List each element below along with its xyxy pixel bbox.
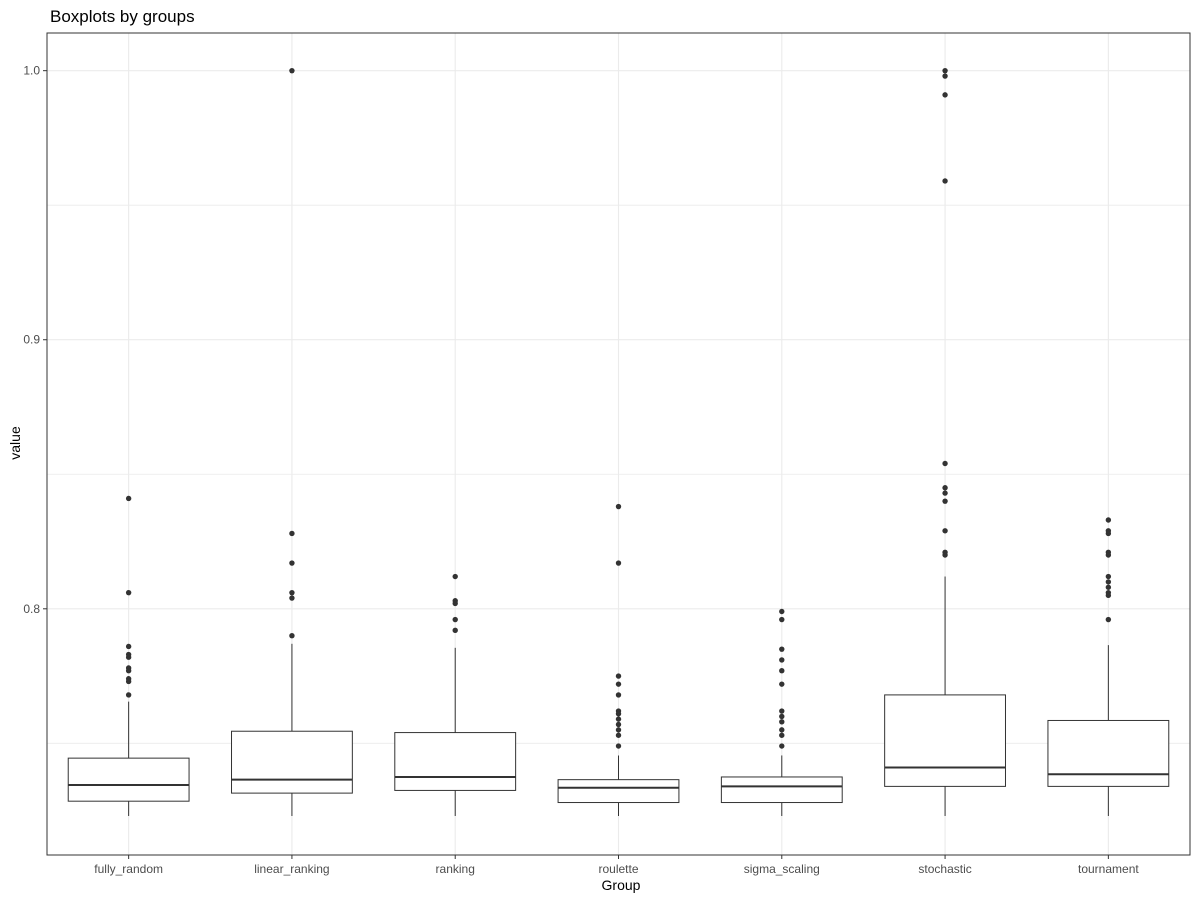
- outlier-point: [1105, 579, 1112, 585]
- box: [231, 730, 353, 794]
- chart-title: Boxplots by groups: [50, 7, 195, 26]
- box-group-ranking: [394, 573, 517, 816]
- outlier-point: [615, 732, 622, 738]
- outlier-point: [942, 552, 948, 558]
- box-group-fully_random: [67, 495, 190, 816]
- outlier-point: [125, 495, 132, 502]
- y-tick-label: 0.8: [23, 602, 40, 616]
- y-tick-label: 0.9: [23, 333, 40, 347]
- x-tick-label: roulette: [598, 862, 638, 876]
- axis-layer: 0.8 0.9 1.0 fully_random linear_ranking ranki…: [23, 32, 1191, 876]
- outlier-point: [452, 627, 458, 634]
- outlier-point: [779, 713, 785, 720]
- box-group-stochastic: [884, 67, 1006, 816]
- outlier-point: [942, 498, 948, 504]
- box-layer: [67, 67, 1170, 816]
- outlier-point: [942, 178, 948, 184]
- outlier-point: [615, 673, 622, 679]
- outlier-point: [779, 657, 785, 663]
- outlier-point: [779, 681, 785, 687]
- outlier-point: [779, 646, 785, 652]
- box-group-roulette: [557, 503, 680, 816]
- box: [884, 694, 1006, 787]
- outlier-point: [942, 490, 948, 496]
- outlier-point: [125, 643, 132, 650]
- box: [67, 757, 190, 802]
- box: [394, 732, 517, 791]
- x-axis-title: Group: [602, 877, 641, 893]
- outlier-point: [125, 678, 132, 685]
- box: [720, 776, 843, 804]
- outlier-point: [452, 600, 458, 607]
- outlier-point: [289, 67, 295, 74]
- outlier-point: [779, 616, 785, 623]
- outlier-point: [942, 460, 948, 467]
- outlier-point: [615, 560, 622, 566]
- box-group-tournament: [1047, 517, 1170, 816]
- x-tick-label: stochastic: [918, 862, 971, 876]
- x-tick-label: fully_random: [94, 862, 163, 876]
- outlier-point: [1105, 552, 1112, 558]
- x-tick-label: ranking: [436, 862, 475, 876]
- box: [1047, 719, 1170, 787]
- outlier-point: [779, 708, 785, 714]
- y-tick-label: 1.0: [23, 64, 40, 78]
- outlier-point: [125, 692, 132, 698]
- outlier-point: [779, 667, 785, 674]
- outlier-point: [615, 743, 622, 749]
- box-group-sigma_scaling: [720, 608, 843, 816]
- x-tick-label: tournament: [1078, 862, 1139, 876]
- outlier-point: [1105, 616, 1112, 623]
- outlier-point: [1105, 530, 1112, 537]
- outlier-point: [615, 716, 622, 722]
- outlier-point: [125, 654, 132, 660]
- outlier-point: [615, 503, 622, 510]
- outlier-point: [289, 530, 295, 537]
- outlier-point: [942, 67, 948, 74]
- outlier-point: [942, 528, 948, 534]
- outlier-point: [1105, 573, 1112, 580]
- outlier-point: [289, 595, 295, 601]
- y-axis-title: value: [7, 426, 23, 460]
- outlier-point: [779, 719, 785, 725]
- outlier-point: [289, 589, 295, 596]
- outlier-point: [125, 589, 132, 596]
- outlier-point: [942, 73, 948, 79]
- outlier-point: [779, 743, 785, 749]
- outlier-point: [615, 711, 622, 717]
- outlier-point: [942, 92, 948, 98]
- outlier-point: [1105, 517, 1112, 523]
- outlier-point: [615, 721, 622, 728]
- x-tick-label: sigma_scaling: [744, 862, 820, 876]
- outlier-point: [289, 633, 295, 639]
- outlier-point: [615, 692, 622, 698]
- outlier-point: [125, 667, 132, 674]
- box-group-linear_ranking: [231, 67, 353, 816]
- outlier-point: [289, 560, 295, 566]
- outlier-point: [452, 616, 458, 623]
- outlier-point: [615, 727, 622, 733]
- outlier-point: [1105, 592, 1112, 599]
- outlier-point: [615, 681, 622, 687]
- outlier-point: [779, 727, 785, 733]
- outlier-point: [452, 573, 458, 580]
- x-tick-label: linear_ranking: [254, 862, 329, 876]
- outlier-point: [942, 485, 948, 491]
- outlier-point: [779, 608, 785, 615]
- box: [557, 779, 680, 804]
- outlier-point: [1105, 584, 1112, 590]
- outlier-point: [779, 732, 785, 738]
